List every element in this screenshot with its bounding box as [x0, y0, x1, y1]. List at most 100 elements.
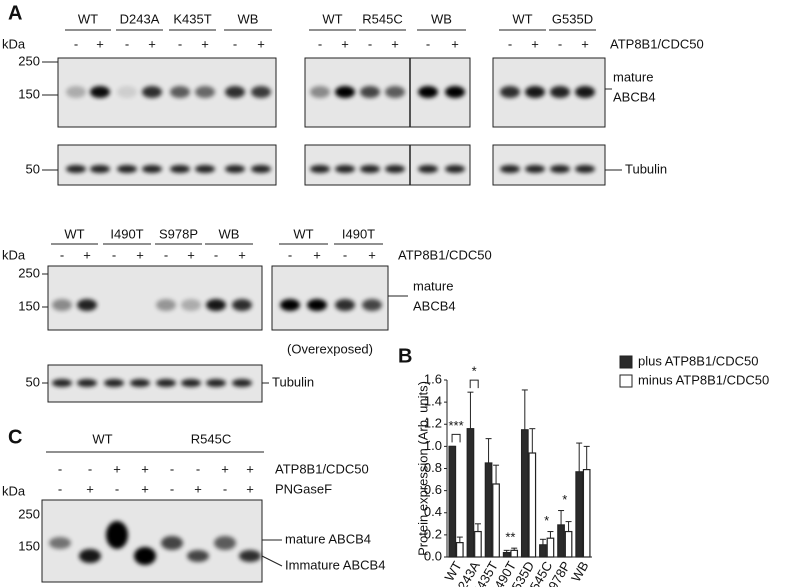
lane-group: D243A [120, 11, 160, 26]
bar [539, 544, 547, 558]
band [335, 86, 355, 98]
y-tick-label: 0.4 [424, 504, 442, 519]
y-tick-label: 1.4 [424, 394, 442, 409]
band [550, 165, 570, 173]
marker-label: 50 [26, 374, 40, 389]
band [280, 299, 300, 311]
treatment-sign: + [246, 481, 254, 496]
treatment-sign: - [58, 481, 62, 496]
lane-group: I490T [110, 226, 143, 241]
band [206, 299, 226, 311]
treatment-sign: - [426, 36, 430, 51]
treatment-sign: + [194, 481, 202, 496]
band-label: ABCB4 [413, 298, 456, 313]
panel-label: A [8, 2, 22, 24]
band [90, 86, 110, 98]
tubulin-label: Tubulin [272, 374, 314, 389]
treatment-sign: - [368, 36, 372, 51]
y-tick-label: 1.2 [424, 416, 442, 431]
band [232, 299, 252, 311]
significance: * [544, 513, 549, 528]
treatment-sign: + [148, 36, 156, 51]
panel-label: C [8, 426, 22, 448]
treatment-sign: - [178, 36, 182, 51]
treatment-sign: - [164, 247, 168, 262]
treatment-sign: - [214, 247, 218, 262]
significance: * [472, 364, 477, 379]
band [134, 547, 156, 565]
y-tick-label: 1.6 [424, 371, 442, 386]
treatment-label: ATP8B1/CDC50 [610, 36, 704, 51]
treatment-sign: + [313, 247, 321, 262]
band [66, 86, 86, 98]
treatment-sign: - [170, 481, 174, 496]
treatment-sign: - [60, 247, 64, 262]
treatment-sign: + [238, 247, 246, 262]
band [385, 165, 405, 173]
band [156, 379, 176, 387]
treatment-sign: + [187, 247, 195, 262]
treatment-sign: + [96, 36, 104, 51]
band [362, 299, 382, 311]
treatment-sign: + [83, 247, 91, 262]
x-tick-label: WB [568, 559, 591, 585]
band [181, 379, 201, 387]
y-tick-label: 0.8 [424, 460, 442, 475]
bar [528, 452, 537, 558]
treatment-sign: + [246, 461, 254, 476]
blot [47, 265, 263, 331]
band [335, 299, 355, 311]
band-label: ABCB4 [613, 89, 656, 104]
lane-group: WT [78, 11, 98, 26]
band [106, 521, 128, 549]
marker-label: 150 [18, 538, 40, 553]
treatment-sign: + [141, 481, 149, 496]
treatment-sign: - [115, 481, 119, 496]
treatment-sign: + [391, 36, 399, 51]
band [170, 165, 190, 173]
bar [502, 551, 511, 558]
band [500, 165, 520, 173]
row-label: ATP8B1/CDC50 [275, 461, 369, 476]
bar [575, 471, 584, 558]
treatment-sign: + [368, 247, 376, 262]
band [360, 86, 380, 98]
treatment-sign: + [86, 481, 94, 496]
lane-group: S978P [159, 226, 198, 241]
treatment-sign: + [581, 36, 589, 51]
legend-label: plus ATP8B1/CDC50 [638, 353, 758, 368]
panel-label: B [398, 345, 412, 367]
band [66, 165, 86, 173]
treatment-sign: - [318, 36, 322, 51]
treatment-sign: - [74, 36, 78, 51]
y-tick-label: 0.0 [424, 548, 442, 563]
band [251, 86, 271, 98]
band [239, 550, 261, 562]
marker-label: 250 [18, 53, 40, 68]
band [195, 165, 215, 173]
significance-bracket [451, 433, 461, 443]
band [187, 550, 209, 562]
y-axis-label: Protein expression (Arb. units) [415, 381, 430, 556]
band [310, 86, 330, 98]
legend-swatch [619, 374, 633, 388]
band-label: mature [413, 278, 453, 293]
blot [57, 144, 277, 186]
lane-group: WT [92, 431, 112, 446]
band [117, 165, 137, 173]
bar [484, 462, 493, 558]
bar [455, 542, 464, 558]
bar [448, 445, 457, 558]
band [418, 86, 438, 98]
kda-label: kDa [2, 247, 26, 262]
bar [546, 537, 555, 558]
treatment-sign: - [112, 247, 116, 262]
lane-group: WT [293, 226, 313, 241]
band [575, 165, 595, 173]
treatment-sign: - [58, 461, 62, 476]
band [52, 379, 72, 387]
band [232, 379, 252, 387]
treatment-sign: + [531, 36, 539, 51]
